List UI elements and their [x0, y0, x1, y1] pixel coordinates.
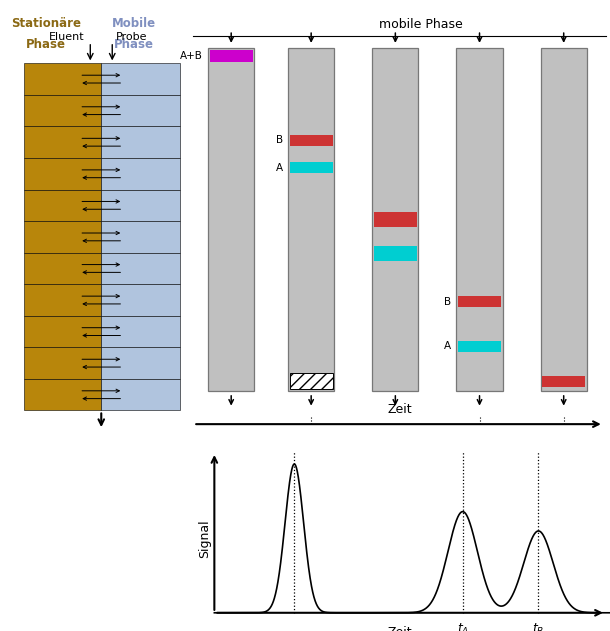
Text: A+B: A+B	[180, 51, 203, 61]
Text: Mobile: Mobile	[112, 16, 156, 30]
Bar	[24, 158, 101, 189]
Bar	[101, 221, 180, 252]
Bar	[24, 348, 101, 379]
Bar	[101, 158, 180, 189]
Bar	[24, 189, 101, 221]
Bar	[458, 341, 501, 352]
Bar	[542, 376, 585, 387]
Bar	[101, 316, 180, 348]
Bar	[208, 48, 254, 391]
Bar	[24, 221, 101, 252]
Bar	[24, 126, 101, 158]
Text: $t_A$: $t_A$	[456, 622, 469, 631]
Text: mobile Phase: mobile Phase	[379, 18, 462, 32]
Text: Zeit: Zeit	[387, 403, 412, 416]
Bar	[101, 63, 180, 95]
Bar	[24, 379, 101, 411]
Text: B: B	[444, 297, 451, 307]
Bar	[24, 252, 101, 284]
Bar	[290, 135, 332, 146]
Bar	[290, 373, 332, 389]
Text: Zeit: Zeit	[387, 626, 412, 631]
Bar	[24, 95, 101, 126]
Bar	[374, 212, 417, 227]
Bar	[101, 95, 180, 126]
Bar	[458, 297, 501, 307]
Text: A: A	[444, 341, 451, 351]
Bar	[24, 284, 101, 316]
Bar	[540, 48, 587, 391]
Text: A: A	[276, 163, 283, 173]
Bar	[101, 379, 180, 411]
Bar	[101, 189, 180, 221]
Bar	[456, 48, 503, 391]
Bar	[24, 63, 101, 95]
Text: Eluent: Eluent	[49, 32, 85, 42]
Bar	[101, 348, 180, 379]
Text: Stationäre: Stationäre	[12, 16, 81, 30]
Bar	[372, 48, 418, 391]
Bar	[101, 126, 180, 158]
Text: B: B	[276, 136, 283, 145]
Text: Phase: Phase	[114, 38, 154, 51]
Bar	[101, 252, 180, 284]
Bar	[210, 50, 253, 62]
Text: Probe: Probe	[116, 32, 148, 42]
Bar	[101, 284, 180, 316]
Bar	[290, 162, 332, 174]
Bar	[288, 48, 334, 391]
Text: Phase: Phase	[26, 38, 66, 51]
Bar	[24, 316, 101, 348]
Bar	[374, 246, 417, 261]
Text: $t_B$: $t_B$	[533, 622, 545, 631]
Text: Signal: Signal	[199, 519, 212, 558]
